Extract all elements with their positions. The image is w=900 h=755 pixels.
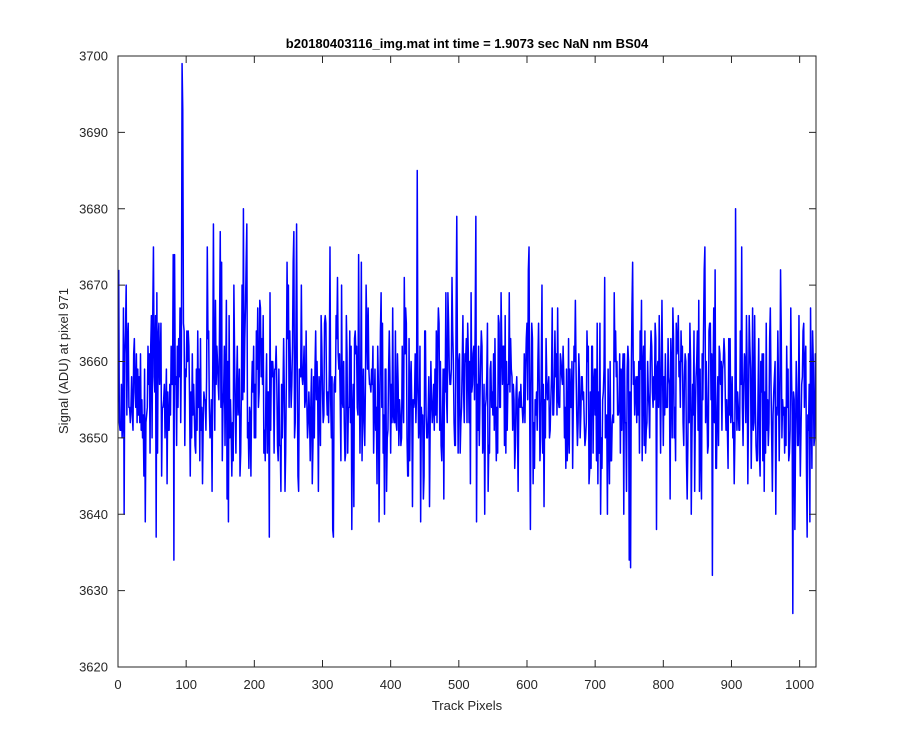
- y-tick-label: 3670: [79, 278, 108, 293]
- x-tick-label: 400: [380, 677, 402, 692]
- y-tick-label: 3640: [79, 507, 108, 522]
- y-tick-label: 3660: [79, 354, 108, 369]
- series-line: [118, 62, 816, 615]
- tick-layer: 0 100 200 300 400 500 600 700 800 900 1000 3620 3630…: [79, 49, 816, 692]
- y-tick-label: 3630: [79, 583, 108, 598]
- y-tick-label: 3680: [79, 201, 108, 216]
- x-tick-label: 600: [516, 677, 538, 692]
- x-tick-label: 1000: [785, 677, 814, 692]
- x-axis-label: Track Pixels: [432, 698, 503, 713]
- x-tick-label: 800: [652, 677, 674, 692]
- y-tick-label: 3620: [79, 660, 108, 675]
- data-layer: [118, 62, 816, 615]
- y-tick-label: 3650: [79, 430, 108, 445]
- x-tick-label: 300: [312, 677, 334, 692]
- x-tick-label: 200: [243, 677, 265, 692]
- x-tick-label: 500: [448, 677, 470, 692]
- y-tick-label: 3700: [79, 49, 108, 64]
- chart-title: b20180403116_img.mat int time = 1.9073 s…: [286, 36, 649, 51]
- x-tick-label: 900: [721, 677, 743, 692]
- y-axis-label: Signal (ADU) at pixel 971: [56, 288, 71, 434]
- x-tick-label: 700: [584, 677, 606, 692]
- y-tick-label: 3690: [79, 125, 108, 140]
- x-tick-label: 0: [114, 677, 121, 692]
- x-tick-label: 100: [175, 677, 197, 692]
